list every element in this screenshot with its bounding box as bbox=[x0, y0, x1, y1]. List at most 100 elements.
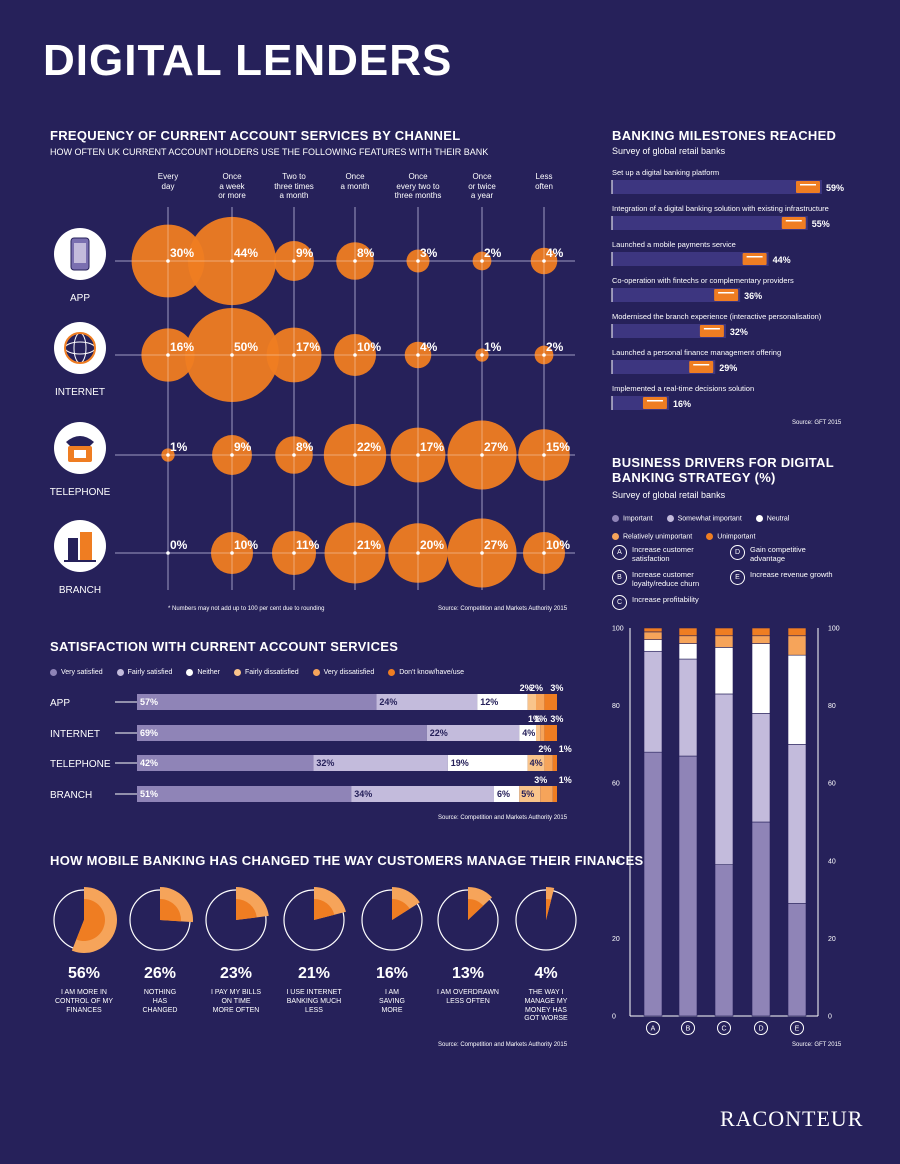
satisfaction-bar-segment bbox=[494, 786, 520, 802]
satisfaction-bar-segment bbox=[536, 725, 541, 741]
satisfaction-row-label: APP bbox=[50, 698, 70, 709]
freq-value-label: 16% bbox=[170, 340, 194, 354]
channel-label: TELEPHONE bbox=[49, 487, 111, 498]
satisfaction-value-label: 42% bbox=[140, 758, 158, 768]
mobile-caption: I AM SAVING MORE bbox=[379, 989, 405, 1014]
satisfaction-bar-segment bbox=[540, 725, 545, 741]
freq-value-label: 17% bbox=[296, 340, 320, 354]
raconteur-logo: RACONTEUR bbox=[720, 1106, 864, 1131]
legend-swatch bbox=[755, 514, 763, 522]
freq-value-label: 10% bbox=[357, 340, 381, 354]
legend-label: Don't know/have/use bbox=[399, 669, 464, 676]
freq-column-header: Every day bbox=[157, 172, 179, 191]
card-icon-stripe bbox=[785, 220, 802, 222]
legend-label: Neither bbox=[197, 669, 220, 676]
freq-column-header: Once every two to three months bbox=[394, 172, 442, 201]
mobile-caption: NOTHING HAS CHANGED bbox=[142, 989, 178, 1014]
driver-key-badge: B bbox=[612, 570, 627, 585]
freq-value-label: 20% bbox=[420, 538, 444, 552]
freq-node bbox=[166, 551, 170, 555]
driver-key-text: Gain competitive advantage bbox=[750, 545, 806, 563]
mobile-pie-inner-slice bbox=[160, 899, 181, 922]
freq-title: FREQUENCY OF CURRENT ACCOUNT SERVICES BY… bbox=[50, 128, 461, 143]
satisfaction-bar-segment bbox=[447, 755, 528, 771]
milestone-label: Launched a mobile payments service bbox=[612, 240, 736, 249]
satisfaction-value-label: 1% bbox=[528, 714, 541, 724]
phone-app-icon bbox=[54, 228, 106, 280]
legend-swatch bbox=[612, 514, 619, 522]
freq-value-label: 10% bbox=[546, 538, 570, 552]
drivers-category-label: E bbox=[795, 1026, 800, 1033]
mobile-pie-inner-slice bbox=[314, 899, 335, 920]
drivers-bar-segment bbox=[643, 639, 663, 652]
satisfaction-value-label: 2% bbox=[520, 683, 533, 693]
satisfaction-value-label: 24% bbox=[379, 697, 397, 707]
drivers-bar-segment bbox=[643, 650, 663, 753]
satisfaction-bar-segment bbox=[351, 786, 494, 802]
mobile-pie-inner-slice bbox=[546, 899, 552, 920]
mobile-caption: THE WAY I MANAGE MY MONEY HAS GOT WORSE bbox=[524, 989, 568, 1023]
freq-value-label: 9% bbox=[234, 440, 252, 454]
freq-column-header: Once or twice a year bbox=[468, 172, 496, 201]
mobile-percent: 16% bbox=[375, 965, 409, 982]
telephone-icon bbox=[54, 422, 106, 474]
mobile-percent: 23% bbox=[219, 965, 253, 982]
satisfaction-bar-segment bbox=[519, 786, 541, 802]
freq-node bbox=[166, 453, 170, 457]
satisfaction-value-label: 5% bbox=[521, 789, 534, 799]
satisfaction-value-label: 3% bbox=[550, 683, 563, 693]
milestone-value: 16% bbox=[673, 399, 691, 409]
satisfaction-value-label: 51% bbox=[140, 789, 158, 799]
freq-node bbox=[542, 353, 546, 357]
card-icon bbox=[699, 325, 724, 337]
legend-item: Relatively unimportant bbox=[612, 532, 692, 540]
drivers-bar-segment bbox=[751, 635, 771, 644]
drivers-bar-segment bbox=[714, 635, 734, 648]
freq-value-label: 1% bbox=[170, 440, 188, 454]
drivers-category-badge bbox=[754, 1021, 768, 1035]
legend-label: Fairly satisfied bbox=[127, 669, 173, 676]
satisfaction-value-label: 2% bbox=[538, 744, 551, 754]
milestone-bar bbox=[612, 180, 822, 194]
driver-key-text: Increase customer loyalty/reduce churn bbox=[632, 570, 700, 588]
milestone-bar bbox=[612, 216, 808, 230]
freq-node bbox=[230, 353, 234, 357]
legend-swatch bbox=[186, 668, 194, 676]
driver-key-badge: E bbox=[730, 570, 745, 585]
drivers-bar-segment bbox=[751, 713, 771, 823]
drivers-bar-segment bbox=[751, 821, 771, 1017]
satisfaction-value-label: 3% bbox=[534, 775, 547, 785]
mobile-percent: 21% bbox=[297, 965, 331, 982]
legend-swatch bbox=[666, 514, 674, 522]
satisfaction-bar-segment bbox=[477, 694, 528, 710]
satisfaction-bar-segment bbox=[137, 694, 377, 710]
satisfaction-value-label: 34% bbox=[354, 789, 372, 799]
satisfaction-bar-segment bbox=[137, 755, 314, 771]
mobile-percent: 26% bbox=[143, 965, 177, 982]
freq-note: * Numbers may not add up to 100 per cent… bbox=[168, 606, 325, 612]
drivers-title: BUSINESS DRIVERS FOR DIGITAL BANKING STR… bbox=[612, 455, 834, 485]
drivers-bar-segment bbox=[714, 693, 734, 865]
legend-swatch bbox=[233, 668, 241, 676]
drivers-bar-segment bbox=[678, 635, 698, 644]
freq-node bbox=[292, 453, 296, 457]
drivers-bar-segment bbox=[643, 751, 663, 1017]
legend-item: Fairly dissatisfied bbox=[233, 668, 299, 676]
satisfaction-bar-segment bbox=[544, 725, 557, 741]
freq-subtitle: HOW OFTEN UK CURRENT ACCOUNT HOLDERS USE… bbox=[50, 147, 489, 157]
freq-node bbox=[542, 551, 546, 555]
drivers-bar-segment bbox=[787, 635, 807, 656]
legend-swatch bbox=[388, 668, 396, 676]
drivers-y-tick-right: 100 bbox=[828, 626, 840, 633]
globe-icon bbox=[54, 322, 106, 374]
freq-column-header: Once a month bbox=[340, 172, 370, 191]
satisfaction-bar-segment bbox=[540, 786, 553, 802]
driver-key-text: Increase customer satisfaction bbox=[632, 545, 694, 563]
satisfaction-source: Source: Competition and Markets Authorit… bbox=[438, 815, 568, 821]
legend-label: Very dissatisfied bbox=[323, 669, 375, 676]
mobile-pie-inner-slice bbox=[236, 899, 257, 920]
freq-node bbox=[166, 259, 170, 263]
card-icon bbox=[642, 397, 667, 409]
milestone-value: 32% bbox=[730, 327, 748, 337]
mobile-source: Source: Competition and Markets Authorit… bbox=[438, 1042, 568, 1048]
